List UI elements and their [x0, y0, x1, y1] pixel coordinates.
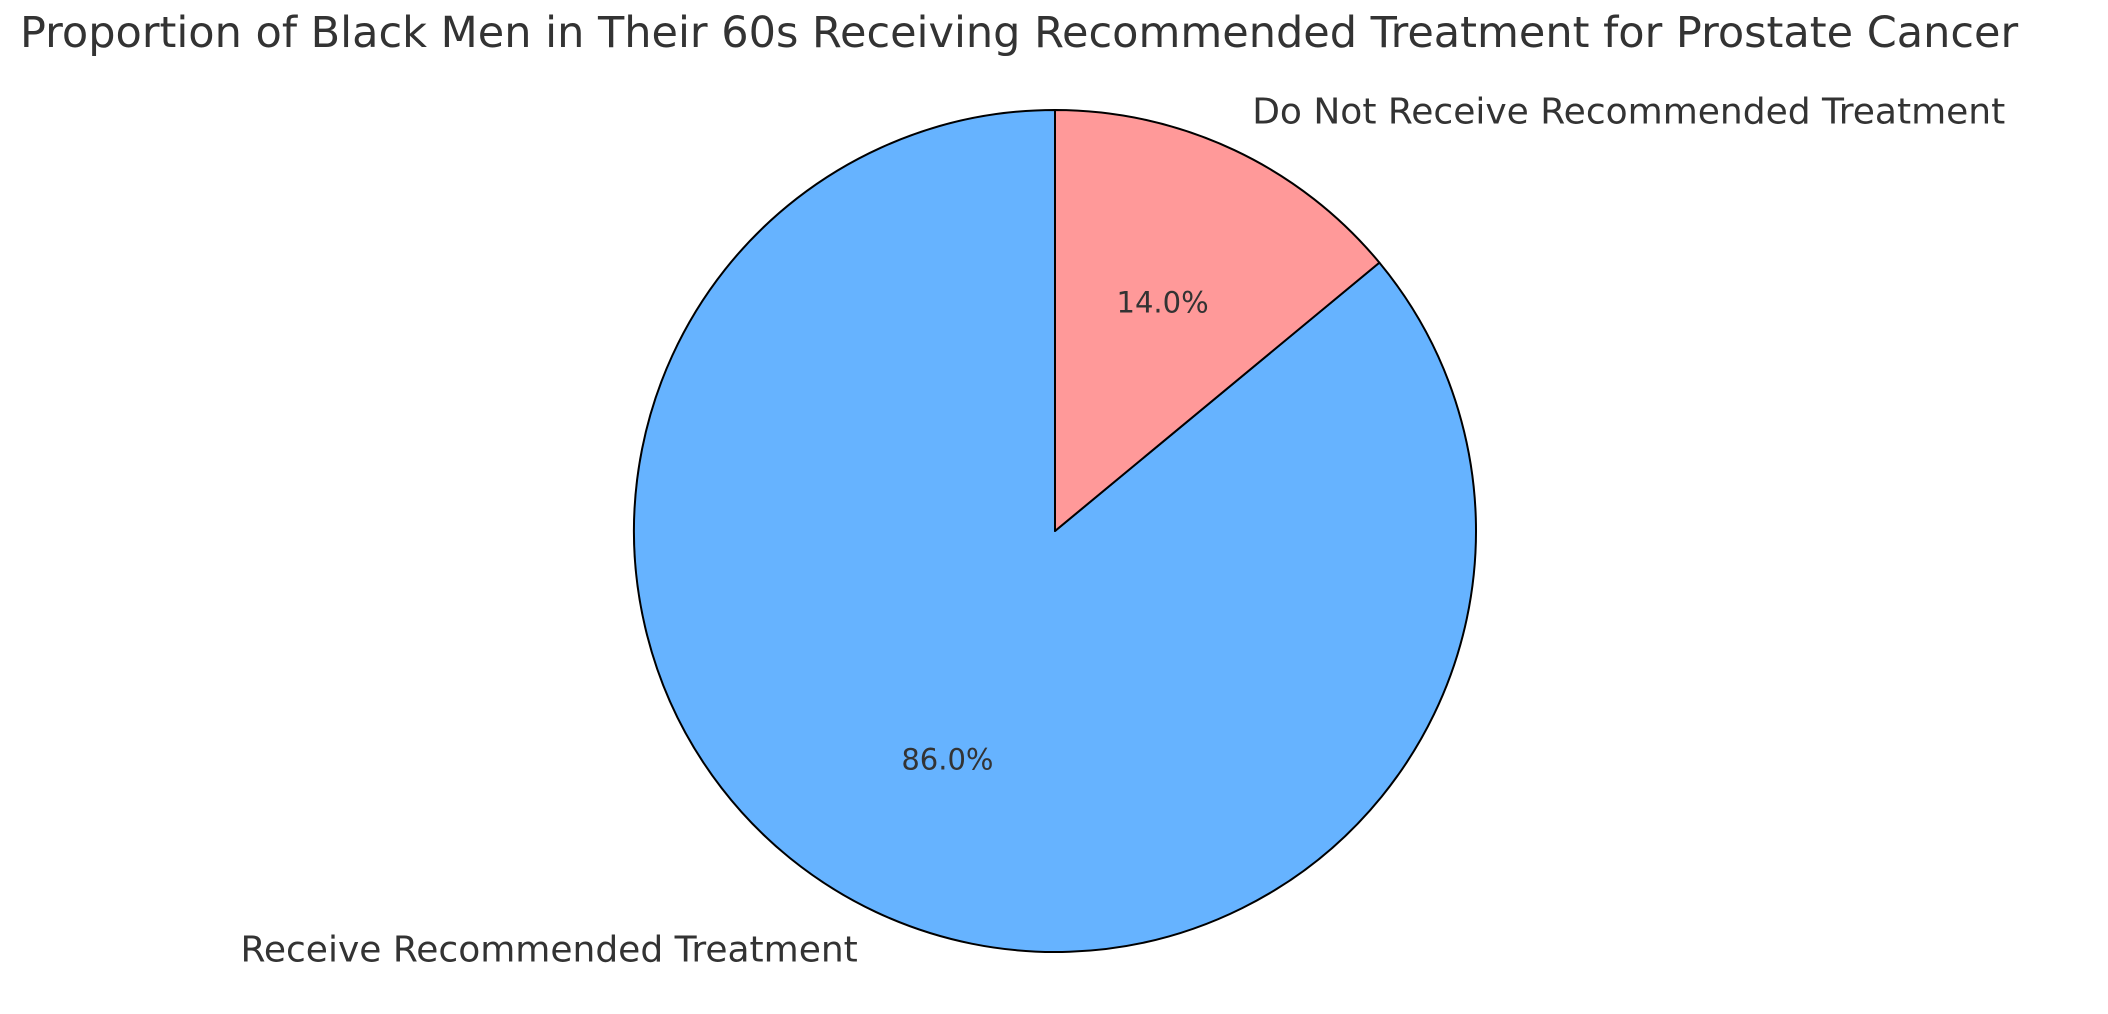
chart-title: Proportion of Black Men in Their 60s Rec…: [20, 8, 2019, 58]
slice-name-label-0: Receive Recommended Treatment: [240, 930, 857, 971]
slice-name-label-1: Do Not Receive Recommended Treatment: [1252, 92, 2005, 133]
pie-slice-1: [1054, 109, 1381, 532]
slice-percent-label-0: 86.0%: [901, 743, 993, 777]
slice-percent-label-1: 14.0%: [1117, 285, 1209, 319]
